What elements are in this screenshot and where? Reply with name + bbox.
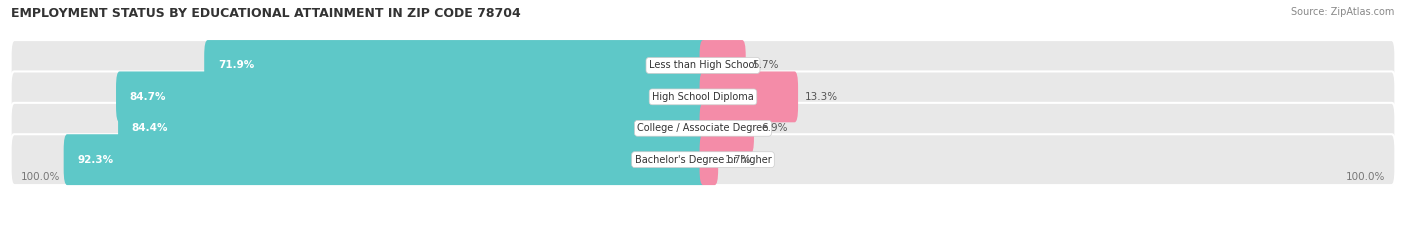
FancyBboxPatch shape xyxy=(117,72,706,122)
FancyBboxPatch shape xyxy=(11,103,1395,154)
Text: 71.9%: 71.9% xyxy=(218,61,254,71)
Text: 6.9%: 6.9% xyxy=(761,123,787,133)
FancyBboxPatch shape xyxy=(63,134,706,185)
Text: EMPLOYMENT STATUS BY EDUCATIONAL ATTAINMENT IN ZIP CODE 78704: EMPLOYMENT STATUS BY EDUCATIONAL ATTAINM… xyxy=(11,7,522,20)
Text: 84.4%: 84.4% xyxy=(132,123,169,133)
Text: 13.3%: 13.3% xyxy=(806,92,838,102)
Text: 84.7%: 84.7% xyxy=(129,92,166,102)
Text: Less than High School: Less than High School xyxy=(650,61,756,71)
FancyBboxPatch shape xyxy=(11,40,1395,91)
FancyBboxPatch shape xyxy=(700,134,718,185)
FancyBboxPatch shape xyxy=(700,40,745,91)
FancyBboxPatch shape xyxy=(11,72,1395,122)
FancyBboxPatch shape xyxy=(700,103,754,154)
FancyBboxPatch shape xyxy=(11,134,1395,185)
Text: Bachelor's Degree or higher: Bachelor's Degree or higher xyxy=(634,155,772,165)
FancyBboxPatch shape xyxy=(700,72,799,122)
Text: 100.0%: 100.0% xyxy=(21,172,60,182)
Text: College / Associate Degree: College / Associate Degree xyxy=(637,123,769,133)
Text: High School Diploma: High School Diploma xyxy=(652,92,754,102)
Text: Source: ZipAtlas.com: Source: ZipAtlas.com xyxy=(1291,7,1395,17)
Text: 92.3%: 92.3% xyxy=(77,155,114,165)
Text: 1.7%: 1.7% xyxy=(725,155,752,165)
FancyBboxPatch shape xyxy=(204,40,706,91)
FancyBboxPatch shape xyxy=(118,103,706,154)
Text: 5.7%: 5.7% xyxy=(752,61,779,71)
Text: 100.0%: 100.0% xyxy=(1346,172,1385,182)
